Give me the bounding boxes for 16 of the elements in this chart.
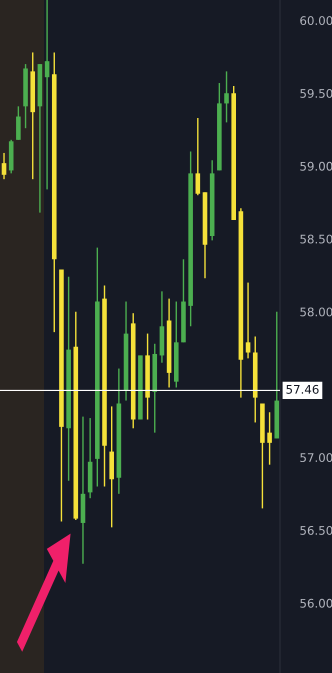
y-tick-label: 59.00: [300, 162, 332, 171]
candlestick: [2, 152, 6, 180]
candlestick: [267, 412, 272, 466]
y-tick-label: 56.00: [300, 598, 332, 608]
y-tick-label: 59.50: [300, 88, 332, 98]
candlestick: [224, 70, 229, 124]
y-tick-label: 58.00: [300, 307, 332, 316]
candlestick: [246, 282, 250, 360]
y-tick-label: 60.00: [300, 16, 332, 26]
candlestick: [196, 117, 200, 196]
y-tick-label: 57.00: [300, 453, 332, 462]
ref-line-label: 57.46: [286, 384, 319, 394]
candlestick: [44, 0, 50, 190]
y-tick-label: 56.50: [300, 526, 332, 535]
y-tick-label: 58.50: [300, 234, 332, 244]
candlestick: [16, 106, 21, 141]
